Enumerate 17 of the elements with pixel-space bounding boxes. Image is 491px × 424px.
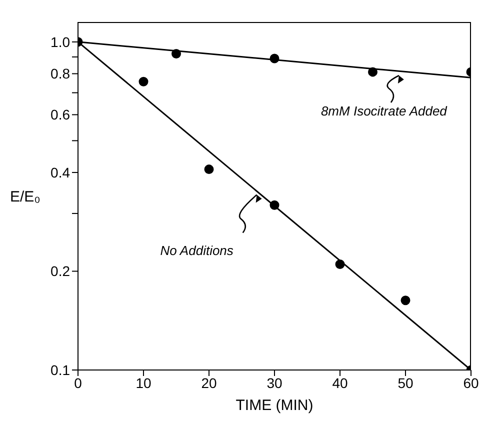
x-tick-label: 60 (463, 374, 479, 391)
y-tick-label: 0.6 (50, 106, 70, 123)
x-tick-label: 10 (136, 374, 152, 391)
y-tick-label: 1.0 (50, 34, 70, 50)
x-tick-label: 50 (398, 374, 414, 391)
x-axis-title: TIME (MIN) (236, 397, 314, 414)
x-tick-label: 30 (266, 374, 282, 391)
x-tick-label: 40 (332, 374, 348, 391)
x-tick-label: 20 (201, 374, 217, 391)
x-tick-label: 0 (74, 374, 82, 391)
y-tick-label: 0.2 (50, 263, 70, 280)
y-tick-label: 0.4 (50, 164, 70, 180)
annotation: No Additions (160, 242, 234, 258)
annotation: 8mM Isocitrate Added (320, 104, 448, 118)
y-tick-label: 0.8 (50, 66, 70, 82)
y-tick-label: 0.1 (50, 362, 70, 378)
y-axis-title: E/E₀ (10, 188, 40, 206)
